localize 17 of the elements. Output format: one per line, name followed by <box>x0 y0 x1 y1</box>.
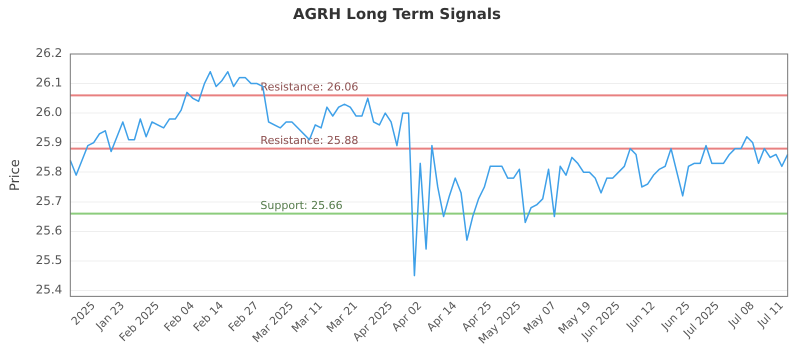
y-axis-title: Price <box>8 159 24 192</box>
y-tick-label: 26.0 <box>36 105 62 120</box>
ref-line-label: Resistance: 25.88 <box>260 134 358 147</box>
y-tick-label: 25.8 <box>36 164 62 178</box>
x-tick-label: Apr 14 <box>424 298 460 334</box>
y-tick-label: 25.5 <box>36 252 62 267</box>
y-tick-label: 26.1 <box>36 76 62 90</box>
ref-line-label: Support: 25.66 <box>260 198 343 212</box>
y-tick-label: 26.2 <box>36 46 62 60</box>
y-tick-label: 25.7 <box>36 194 62 208</box>
x-tick-label: Jul 08 <box>725 298 757 331</box>
y-tick-label: 25.9 <box>36 134 62 149</box>
x-tick-label: Jul 11 <box>754 298 786 331</box>
y-tick-label: 25.4 <box>36 282 62 297</box>
x-tick-label: Jun 12 <box>623 298 658 334</box>
y-tick-label: 25.6 <box>36 223 62 238</box>
chart-title: AGRH Long Term Signals <box>293 4 502 23</box>
